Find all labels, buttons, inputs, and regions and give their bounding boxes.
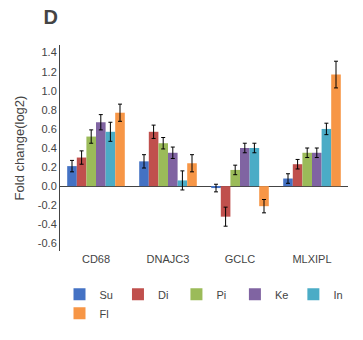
svg-text:1.0: 1.0 xyxy=(42,85,57,97)
svg-text:Di: Di xyxy=(158,289,168,301)
svg-text:0.0: 0.0 xyxy=(42,180,57,192)
svg-text:MLXIPL: MLXIPL xyxy=(292,253,331,265)
svg-text:CD68: CD68 xyxy=(82,253,110,265)
svg-text:In: In xyxy=(333,289,342,301)
svg-text:1.4: 1.4 xyxy=(42,46,57,58)
svg-text:Pi: Pi xyxy=(216,289,226,301)
svg-text:0.4: 0.4 xyxy=(42,142,57,154)
svg-text:1.2: 1.2 xyxy=(42,66,57,78)
svg-text:Fold change(log2): Fold change(log2) xyxy=(12,96,27,201)
svg-text:0.8: 0.8 xyxy=(42,104,57,116)
svg-text:0.2: 0.2 xyxy=(42,161,57,173)
svg-text:DNAJC3: DNAJC3 xyxy=(147,253,190,265)
svg-text:-0.4: -0.4 xyxy=(38,218,57,230)
svg-text:-0.6: -0.6 xyxy=(38,237,57,249)
svg-text:-0.2: -0.2 xyxy=(38,199,57,211)
svg-text:D: D xyxy=(44,6,58,28)
svg-text:Su: Su xyxy=(100,289,113,301)
svg-text:Ke: Ke xyxy=(275,289,288,301)
svg-text:Fl: Fl xyxy=(100,308,109,320)
svg-text:0.6: 0.6 xyxy=(42,123,57,135)
svg-text:GCLC: GCLC xyxy=(225,253,256,265)
